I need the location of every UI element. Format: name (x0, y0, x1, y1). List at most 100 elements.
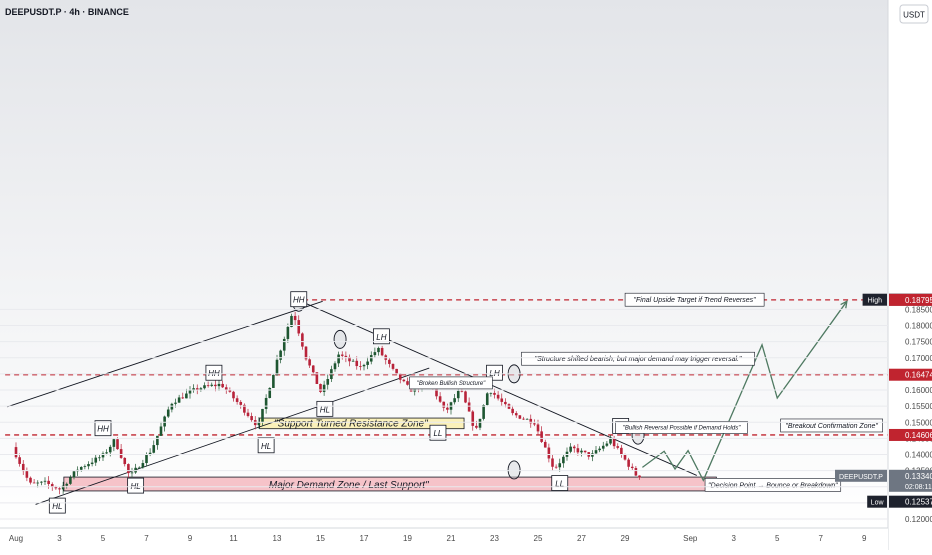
candle-body[interactable] (627, 459, 630, 467)
candle-body[interactable] (340, 354, 344, 356)
candle-body[interactable] (50, 484, 54, 487)
candle-body[interactable] (475, 425, 478, 428)
candle-body[interactable] (551, 458, 554, 467)
candle-body[interactable] (388, 359, 391, 364)
candle-body[interactable] (112, 439, 116, 447)
price-tag-bg[interactable] (889, 293, 932, 306)
candle-body[interactable] (489, 392, 493, 394)
candle-body[interactable] (380, 347, 384, 356)
candle-body[interactable] (301, 333, 304, 347)
candle-body[interactable] (620, 447, 623, 455)
candle-body[interactable] (355, 360, 359, 367)
candle-body[interactable] (36, 482, 40, 484)
candle-body[interactable] (181, 397, 185, 399)
candle-body[interactable] (235, 398, 239, 402)
candle-body[interactable] (591, 453, 594, 457)
candle-body[interactable] (500, 398, 504, 402)
candle-body[interactable] (159, 426, 163, 436)
candle-body[interactable] (496, 394, 500, 399)
annotation-text[interactable]: Major Demand Zone / Last Support" (269, 480, 429, 491)
candle-body[interactable] (148, 452, 152, 455)
candle-body[interactable] (623, 454, 627, 460)
candle-body[interactable] (221, 383, 224, 388)
pivot-highlight-ellipse[interactable] (333, 329, 347, 349)
pivot-highlight-ellipse[interactable] (507, 460, 521, 480)
candle-body[interactable] (547, 447, 551, 459)
candle-body[interactable] (286, 326, 290, 339)
candle-body[interactable] (554, 466, 558, 468)
candle-body[interactable] (293, 315, 297, 321)
candle-body[interactable] (239, 401, 243, 405)
candle-body[interactable] (609, 439, 612, 444)
candle-body[interactable] (467, 402, 471, 412)
candle-body[interactable] (152, 445, 156, 453)
candle-body[interactable] (402, 379, 406, 382)
candle-body[interactable] (362, 364, 366, 367)
candle-body[interactable] (275, 359, 279, 375)
candle-body[interactable] (485, 393, 489, 406)
price-tag-bg[interactable] (889, 428, 932, 441)
candle-body[interactable] (594, 450, 598, 454)
candle-body[interactable] (569, 446, 572, 452)
candle-body[interactable] (192, 388, 195, 391)
candle-body[interactable] (94, 457, 98, 463)
candle-body[interactable] (540, 431, 543, 442)
candle-body[interactable] (377, 347, 380, 353)
candle-body[interactable] (101, 453, 105, 458)
candle-body[interactable] (188, 390, 192, 394)
candle-body[interactable] (464, 391, 467, 403)
candle-body[interactable] (177, 397, 181, 403)
candle-body[interactable] (630, 466, 634, 469)
candle-body[interactable] (616, 446, 620, 448)
candle-body[interactable] (373, 352, 377, 356)
structure-label-box[interactable] (257, 437, 275, 454)
candle-body[interactable] (232, 391, 235, 399)
annotation-text[interactable]: "Bullish Reversal Possible if Demand Hol… (623, 426, 742, 432)
candle-body[interactable] (536, 424, 540, 432)
candle-body[interactable] (533, 423, 536, 425)
candle-body[interactable] (203, 385, 206, 389)
price-tag-bg[interactable] (889, 469, 932, 492)
candle-body[interactable] (87, 464, 90, 467)
candle-body[interactable] (243, 404, 246, 413)
candle-body[interactable] (246, 412, 250, 417)
structure-label-box[interactable] (127, 477, 145, 494)
candle-body[interactable] (69, 477, 72, 484)
candle-body[interactable] (435, 387, 438, 397)
trendline[interactable] (35, 367, 430, 505)
candle-body[interactable] (58, 488, 61, 490)
annotation-text[interactable]: "Breakout Confirmation Zone" (785, 423, 878, 430)
candle-body[interactable] (29, 477, 32, 483)
structure-label-box[interactable] (48, 497, 66, 514)
candle-body[interactable] (525, 418, 529, 420)
candle-body[interactable] (601, 445, 605, 449)
candle-body[interactable] (493, 392, 496, 395)
candle-body[interactable] (264, 397, 268, 409)
candle-body[interactable] (572, 446, 576, 449)
annotation-text[interactable]: "Broken Bullish Structure" (417, 381, 486, 387)
candle-body[interactable] (442, 401, 446, 408)
candle-body[interactable] (460, 390, 464, 392)
candle-body[interactable] (634, 468, 638, 476)
candle-body[interactable] (522, 418, 525, 420)
candle-body[interactable] (32, 482, 36, 484)
candle-body[interactable] (612, 439, 616, 447)
candle-body[interactable] (250, 416, 253, 421)
candle-body[interactable] (576, 448, 580, 453)
candle-body[interactable] (598, 448, 601, 451)
candle-body[interactable] (391, 363, 395, 369)
candle-body[interactable] (199, 388, 203, 390)
structure-label-box[interactable] (290, 291, 308, 308)
candle-body[interactable] (638, 475, 641, 478)
candle-body[interactable] (304, 346, 308, 360)
candle-body[interactable] (261, 408, 264, 422)
candle-body[interactable] (308, 359, 311, 366)
candle-body[interactable] (456, 390, 460, 399)
candle-body[interactable] (543, 441, 547, 448)
candle-body[interactable] (47, 480, 50, 485)
candle-body[interactable] (14, 447, 18, 458)
candle-body[interactable] (108, 446, 112, 453)
candle-body[interactable] (478, 418, 482, 428)
structure-label-box[interactable] (316, 400, 334, 417)
